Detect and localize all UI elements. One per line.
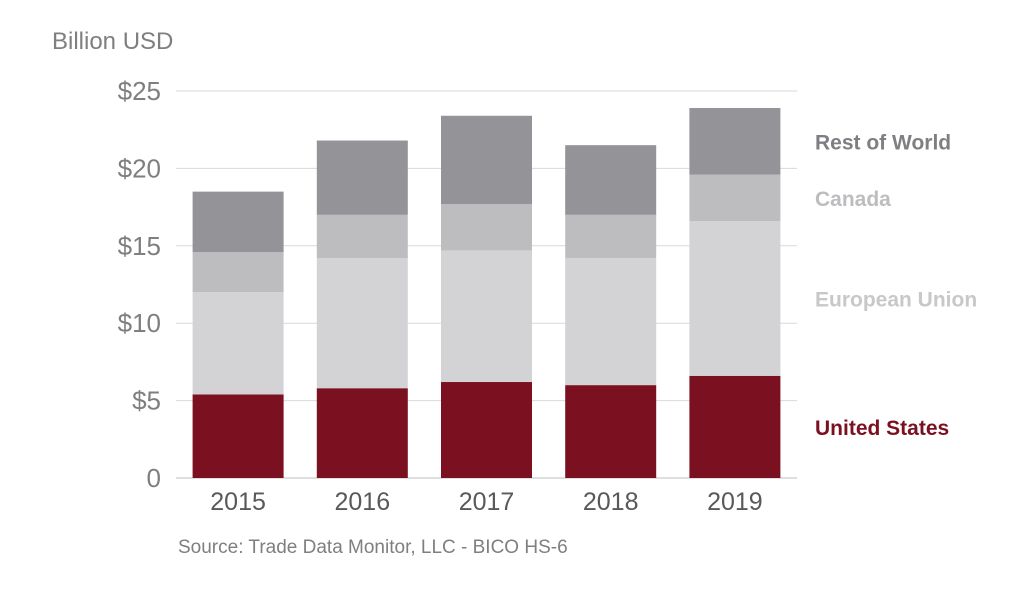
y-tick-label: $15	[118, 231, 161, 261]
y-tick-label: $10	[118, 308, 161, 338]
y-tick-label: $25	[118, 76, 161, 106]
bar-segment	[192, 191, 284, 252]
source-note: Source: Trade Data Monitor, LLC - BICO H…	[178, 537, 568, 558]
bar-segment	[316, 140, 408, 215]
y-tick-label: $5	[132, 386, 161, 416]
bar-segment	[441, 250, 532, 383]
bar-segment	[565, 214, 657, 259]
y-unit-label: Billion USD	[52, 28, 174, 55]
bar-segment	[689, 221, 781, 376]
bar-segment	[689, 108, 781, 175]
bar-segment	[565, 145, 657, 215]
y-tick-label: $20	[118, 153, 161, 183]
bar-segment	[316, 258, 408, 389]
bar-segment	[192, 394, 284, 478]
bar-segment	[316, 214, 408, 259]
legend-label: United States	[815, 417, 949, 440]
bar-segment	[316, 388, 408, 478]
bar-segment	[441, 204, 532, 251]
x-tick-label: 2015	[210, 488, 266, 516]
bar-segment	[689, 375, 781, 478]
x-tick-label: 2018	[583, 488, 639, 516]
bars	[192, 108, 781, 478]
y-axis-ticks: 0 $5 $10 $15 $20 $25	[118, 76, 161, 493]
legend-label: European Union	[815, 288, 977, 311]
y-tick-label: 0	[147, 463, 161, 493]
x-axis-ticks: 2015 2016 2017 2018 2019	[210, 488, 762, 516]
x-tick-label: 2017	[459, 488, 515, 516]
bar-segment	[192, 292, 284, 395]
bar-segment	[565, 258, 657, 386]
bar-segment	[565, 385, 657, 478]
legend-label: Canada	[815, 188, 891, 211]
legend: United States European Union Canada Rest of…	[815, 131, 977, 440]
x-tick-label: 2016	[334, 488, 390, 516]
bar-segment	[192, 251, 284, 293]
bar-segment	[441, 382, 532, 478]
bar-segment	[689, 174, 781, 222]
x-tick-label: 2019	[707, 488, 763, 516]
legend-label: Rest of World	[815, 131, 951, 154]
bar-segment	[441, 115, 532, 205]
